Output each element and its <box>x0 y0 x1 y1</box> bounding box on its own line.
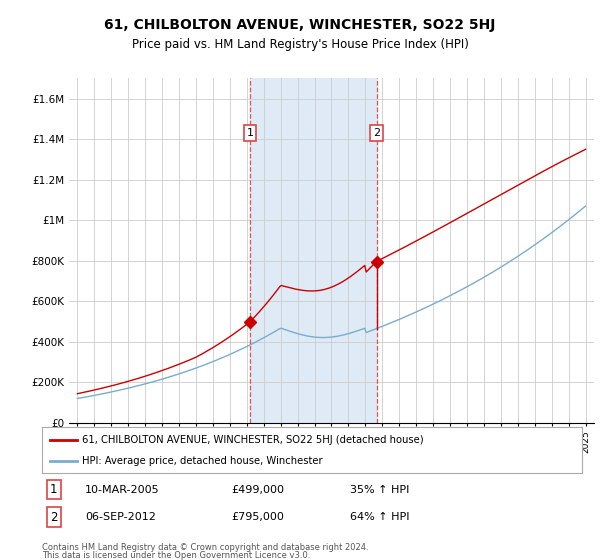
Text: 35% ↑ HPI: 35% ↑ HPI <box>350 484 409 494</box>
Text: HPI: Average price, detached house, Winchester: HPI: Average price, detached house, Winc… <box>83 456 323 466</box>
Text: 2: 2 <box>373 128 380 138</box>
Bar <box>250 78 377 423</box>
Text: 1: 1 <box>247 128 254 138</box>
Text: 1: 1 <box>50 483 58 496</box>
Text: 61, CHILBOLTON AVENUE, WINCHESTER, SO22 5HJ (detached house): 61, CHILBOLTON AVENUE, WINCHESTER, SO22 … <box>83 435 424 445</box>
Text: Contains HM Land Registry data © Crown copyright and database right 2024.: Contains HM Land Registry data © Crown c… <box>42 543 368 552</box>
Text: 06-SEP-2012: 06-SEP-2012 <box>85 512 156 522</box>
Text: 10-MAR-2005: 10-MAR-2005 <box>85 484 160 494</box>
Text: Price paid vs. HM Land Registry's House Price Index (HPI): Price paid vs. HM Land Registry's House … <box>131 38 469 52</box>
Text: £499,000: £499,000 <box>231 484 284 494</box>
Text: This data is licensed under the Open Government Licence v3.0.: This data is licensed under the Open Gov… <box>42 551 310 560</box>
Text: 61, CHILBOLTON AVENUE, WINCHESTER, SO22 5HJ: 61, CHILBOLTON AVENUE, WINCHESTER, SO22 … <box>104 18 496 32</box>
Text: 2: 2 <box>50 511 58 524</box>
Text: £795,000: £795,000 <box>231 512 284 522</box>
Text: 64% ↑ HPI: 64% ↑ HPI <box>350 512 409 522</box>
